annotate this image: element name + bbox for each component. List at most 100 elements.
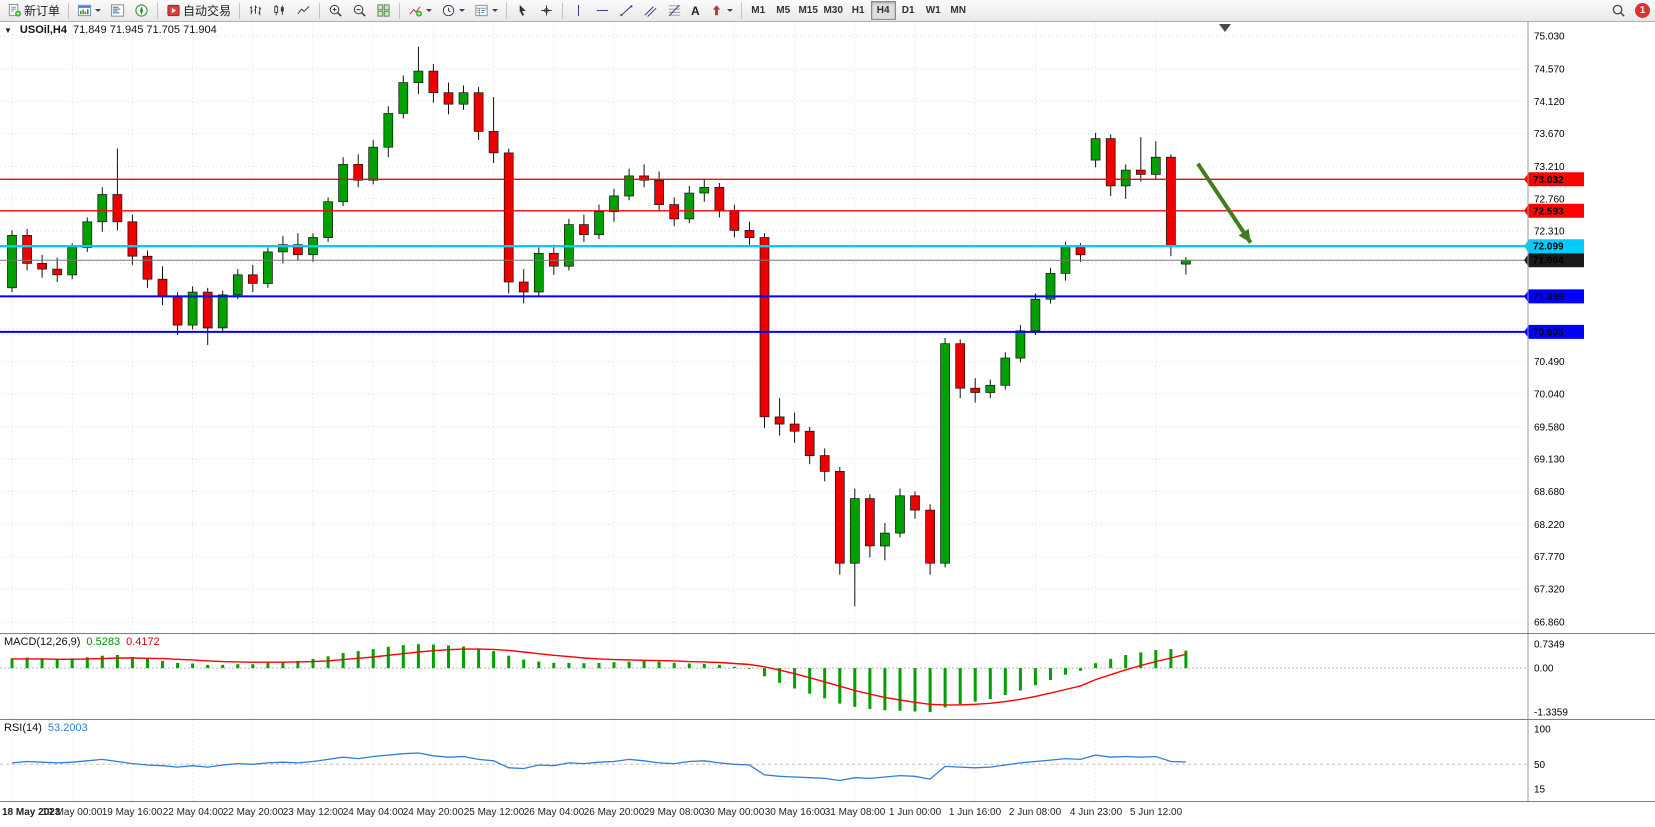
- candlestick: [579, 214, 589, 242]
- time-axis[interactable]: 18 May 2023 19 May 00:00 19 May 16:00 22 Ma…: [0, 801, 1655, 827]
- candlestick: [834, 467, 845, 575]
- periods-button[interactable]: [437, 1, 469, 20]
- candlestick: [217, 290, 228, 333]
- vertical-line-icon: [571, 3, 586, 18]
- arrows-tool-button[interactable]: [705, 1, 737, 20]
- candlestick: [7, 230, 17, 293]
- candlestick: [759, 233, 770, 429]
- new-order-button[interactable]: 新订单: [3, 1, 64, 20]
- candlestick: [1000, 352, 1011, 390]
- text-tool-label: A: [691, 3, 700, 18]
- timeframe-button-w1[interactable]: W1: [921, 1, 946, 20]
- vertical-line-tool-button[interactable]: [567, 1, 590, 20]
- candlestick: [669, 197, 680, 227]
- new-chart-button[interactable]: [73, 1, 105, 20]
- zoom-out-button[interactable]: [348, 1, 371, 20]
- candlestick-mode-button[interactable]: [268, 1, 291, 20]
- navigator-button[interactable]: [130, 1, 153, 20]
- candlestick: [127, 214, 138, 265]
- candlestick: [1135, 137, 1146, 182]
- rsi-axis-label: 15: [1534, 785, 1546, 796]
- tile-windows-button[interactable]: [372, 1, 395, 20]
- candlestick: [458, 85, 469, 110]
- autotrading-button[interactable]: 自动交易: [162, 1, 235, 20]
- one-click-trading-toggle-icon[interactable]: ▼: [4, 25, 12, 35]
- candlestick: [308, 233, 318, 262]
- chart-shift-marker[interactable]: [1219, 24, 1231, 32]
- dropdown-caret-icon: [459, 9, 466, 12]
- timeframe-button-h1[interactable]: H1: [846, 1, 871, 20]
- search-button[interactable]: [1607, 1, 1630, 20]
- candlestick: [925, 504, 935, 575]
- notification-badge[interactable]: 1: [1635, 3, 1650, 18]
- timeframe-button-m5[interactable]: M5: [771, 1, 796, 20]
- candlestick: [338, 157, 348, 206]
- main-chart-panel: 75.030 74.570 74.120 73.670 73.210 72.760 72.3…: [0, 22, 1655, 633]
- svg-text:70.905: 70.905: [1533, 327, 1564, 338]
- timeframe-button-mn[interactable]: MN: [946, 1, 971, 20]
- candlestick: [955, 339, 966, 399]
- line-chart-mode-button[interactable]: [292, 1, 315, 20]
- rsi-canvas[interactable]: 100 50 15: [0, 720, 1655, 801]
- arrow-object[interactable]: [1196, 162, 1253, 244]
- price-axis-label: 69.580: [1534, 422, 1565, 433]
- time-axis-label: 19 May 00:00: [41, 807, 103, 818]
- candlestick: [142, 250, 153, 288]
- market-watch-button[interactable]: [106, 1, 129, 20]
- new-order-icon: [7, 3, 22, 18]
- price-tag: 70.905: [1524, 324, 1584, 339]
- svg-text:73.032: 73.032: [1533, 175, 1564, 186]
- time-axis-label: 26 May 20:00: [583, 807, 645, 818]
- cursor-tool-button[interactable]: [511, 1, 534, 20]
- fibonacci-tool-button[interactable]: [663, 1, 686, 20]
- macd-signal-value: 0.4172: [126, 636, 160, 648]
- zoom-in-button[interactable]: [324, 1, 347, 20]
- candlestick: [729, 204, 740, 238]
- cursor-icon: [515, 3, 530, 18]
- main-chart-canvas[interactable]: 75.030 74.570 74.120 73.670 73.210 72.760 72.3…: [0, 22, 1655, 633]
- timeframe-button-m30[interactable]: M30: [821, 1, 846, 20]
- timeframe-button-h4[interactable]: H4: [870, 1, 896, 20]
- timeframe-button-m15[interactable]: M15: [796, 1, 821, 20]
- price-axis-label: 72.760: [1534, 194, 1565, 205]
- bar-chart-icon: [248, 3, 263, 18]
- toolbar-separator: [239, 2, 241, 19]
- indicators-button[interactable]: [404, 1, 436, 20]
- templates-button[interactable]: [470, 1, 502, 20]
- candlestick: [413, 46, 424, 95]
- price-tag: 72.593: [1524, 203, 1584, 218]
- candlestick: [985, 379, 996, 399]
- svg-text:72.593: 72.593: [1533, 206, 1564, 217]
- chart-symbol-period: USOil,H4: [19, 24, 67, 36]
- price-axis-label: 75.030: [1534, 32, 1565, 43]
- candlestick: [323, 197, 333, 242]
- crosshair-tool-button[interactable]: [535, 1, 558, 20]
- bar-chart-mode-button[interactable]: [244, 1, 267, 20]
- macd-canvas[interactable]: 0.7349 0.00 -1.3359: [0, 634, 1655, 719]
- candlestick: [37, 254, 47, 278]
- candlestick: [1166, 154, 1176, 257]
- timeframe-button-m1[interactable]: M1: [746, 1, 771, 20]
- candlestick: [518, 269, 529, 304]
- arrow-head-icon: [1238, 228, 1251, 243]
- trendline-tool-button[interactable]: [615, 1, 638, 20]
- horizontal-line-tool-button[interactable]: [591, 1, 614, 20]
- market-watch-icon: [110, 3, 125, 18]
- candlestick: [1015, 325, 1026, 363]
- macd-axis-label: 0.7349: [1534, 640, 1565, 651]
- candlestick: [232, 269, 243, 300]
- timeframe-button-d1[interactable]: D1: [896, 1, 921, 20]
- price-tag: 71.399: [1524, 289, 1584, 304]
- candlestick: [880, 523, 890, 561]
- toolbar-separator: [157, 2, 159, 19]
- trendline-icon: [619, 3, 634, 18]
- dropdown-caret-icon: [726, 9, 733, 12]
- chart-header: ▼ USOil,H4 71.849 71.945 71.705 71.904: [4, 24, 217, 36]
- macd-signal-line: [12, 648, 1187, 706]
- price-axis-label: 69.130: [1534, 455, 1565, 466]
- channel-tool-button[interactable]: [639, 1, 662, 20]
- candlestick: [503, 148, 514, 294]
- candlestick: [488, 97, 499, 163]
- candlestick: [1045, 267, 1056, 304]
- text-tool-button[interactable]: A: [687, 1, 704, 20]
